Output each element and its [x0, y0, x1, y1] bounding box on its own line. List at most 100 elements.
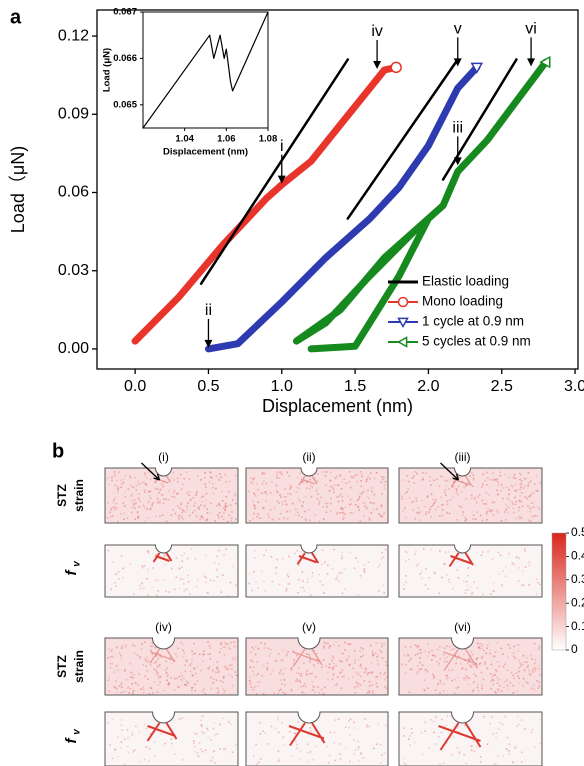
speckle	[372, 692, 374, 695]
speckle	[250, 660, 253, 663]
shear-band	[152, 552, 173, 563]
speckle	[298, 487, 301, 489]
speckle	[494, 651, 497, 653]
speckle	[202, 517, 204, 520]
speckle	[472, 514, 475, 516]
speckle	[219, 651, 221, 654]
speckle	[430, 484, 432, 486]
speckle	[170, 662, 172, 665]
speckle	[464, 592, 466, 595]
speckle	[493, 590, 496, 592]
row-label-sub: v	[72, 728, 83, 735]
speckle	[517, 644, 520, 646]
speckle	[182, 578, 184, 581]
speckle	[342, 518, 344, 520]
speckle	[304, 518, 306, 520]
speckle	[198, 653, 201, 656]
speckle	[253, 686, 256, 688]
speckle	[371, 502, 374, 504]
speckle	[426, 495, 429, 497]
speckle	[445, 494, 447, 497]
y-tick-label: 0.06	[58, 184, 89, 201]
speckle	[443, 683, 445, 685]
speckle	[430, 659, 433, 661]
speckle	[517, 675, 519, 677]
speckle	[373, 502, 375, 505]
speckle	[462, 666, 464, 669]
speckle	[186, 508, 189, 511]
speckle	[366, 478, 368, 481]
speckle	[456, 561, 459, 563]
speckle	[367, 475, 369, 478]
speckle	[149, 732, 152, 735]
speckle	[494, 478, 496, 481]
speckle	[401, 663, 403, 666]
annotation-label: i	[280, 138, 284, 155]
speckle	[294, 513, 297, 516]
speckle	[224, 509, 227, 512]
speckle	[349, 486, 352, 489]
speckle	[108, 647, 110, 650]
speckle	[434, 501, 436, 504]
speckle	[520, 500, 523, 503]
speckle	[362, 648, 364, 650]
speckle	[181, 717, 184, 719]
speckle	[508, 488, 510, 491]
speckle	[174, 512, 177, 515]
speckle	[180, 502, 183, 504]
speckle	[427, 588, 430, 590]
x-tick-label: 1.5	[344, 378, 366, 395]
speckle	[519, 488, 521, 491]
speckle	[506, 748, 508, 750]
speckle	[255, 674, 258, 677]
speckle	[422, 478, 425, 481]
arrow-head	[453, 58, 462, 67]
speckle	[341, 499, 344, 502]
snapshot-frame	[104, 544, 239, 598]
speckle	[472, 653, 474, 656]
speckle	[170, 477, 173, 479]
speckle	[508, 476, 511, 479]
speckle	[143, 587, 145, 589]
speckle	[176, 493, 178, 495]
speckle	[497, 493, 499, 496]
speckle	[507, 684, 509, 687]
speckle	[338, 572, 341, 575]
speckle	[231, 657, 234, 660]
speckle	[166, 679, 168, 682]
speckle	[402, 510, 404, 512]
speckle	[501, 723, 504, 726]
speckle	[306, 670, 308, 672]
x-tick-label: 0.0	[124, 378, 146, 395]
speckle	[339, 672, 341, 675]
speckle	[377, 663, 380, 665]
colorbar	[551, 532, 567, 651]
speckle	[164, 498, 167, 501]
panel-label: b	[52, 440, 64, 462]
speckle	[254, 645, 257, 648]
speckle	[495, 669, 497, 671]
speckle	[223, 748, 225, 751]
speckle	[173, 588, 176, 591]
speckle	[354, 650, 356, 652]
speckle	[148, 692, 151, 695]
speckle	[495, 670, 498, 673]
speckle	[125, 678, 128, 681]
speckle	[121, 482, 124, 485]
speckle	[204, 554, 207, 557]
speckle	[212, 750, 215, 752]
speckle	[189, 664, 192, 666]
speckle	[472, 663, 475, 666]
speckle	[465, 589, 467, 591]
speckle	[144, 491, 146, 493]
speckle	[147, 678, 149, 680]
series-line	[292, 58, 550, 353]
speckle	[155, 553, 158, 555]
speckle	[252, 755, 255, 758]
speckle	[129, 662, 132, 665]
speckle	[344, 513, 346, 515]
speckle	[317, 686, 320, 688]
speckle	[472, 740, 475, 742]
speckle	[422, 472, 424, 474]
speckle	[533, 506, 535, 508]
